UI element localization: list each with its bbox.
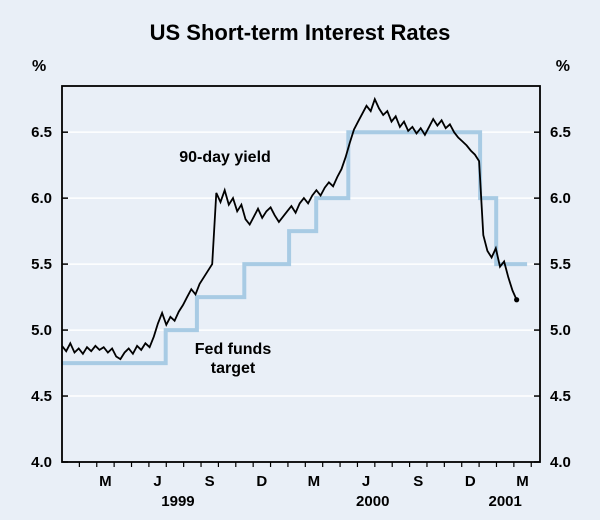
svg-text:M: M: [99, 473, 112, 490]
series-label-fed-funds-target: Fed funds target: [194, 341, 272, 378]
svg-text:J: J: [153, 473, 161, 490]
y-axis-unit-right: %: [555, 58, 570, 75]
svg-text:S: S: [205, 473, 215, 490]
svg-text:6.0: 6.0: [550, 190, 571, 207]
svg-text:D: D: [256, 473, 267, 490]
svg-text:6.5: 6.5: [31, 124, 52, 141]
svg-text:4.0: 4.0: [31, 454, 52, 471]
svg-text:5.0: 5.0: [550, 322, 571, 339]
svg-text:2000: 2000: [356, 493, 389, 510]
svg-text:4.5: 4.5: [550, 388, 571, 405]
svg-text:4.5: 4.5: [31, 388, 52, 405]
chart-title: US Short-term Interest Rates: [149, 20, 451, 45]
svg-text:D: D: [465, 473, 476, 490]
svg-text:4.0: 4.0: [550, 454, 571, 471]
svg-text:M: M: [308, 473, 321, 490]
svg-text:M: M: [516, 473, 529, 490]
svg-text:J: J: [362, 473, 370, 490]
y-axis-unit-left: %: [32, 58, 47, 75]
svg-text:5.0: 5.0: [31, 322, 52, 339]
svg-text:2001: 2001: [488, 493, 521, 510]
series-label-90-day-yield: 90-day yield: [179, 149, 271, 166]
svg-text:6.5: 6.5: [550, 124, 571, 141]
svg-text:S: S: [413, 473, 423, 490]
svg-text:1999: 1999: [161, 493, 194, 510]
svg-text:5.5: 5.5: [31, 256, 52, 273]
svg-text:6.0: 6.0: [31, 190, 52, 207]
svg-text:5.5: 5.5: [550, 256, 571, 273]
